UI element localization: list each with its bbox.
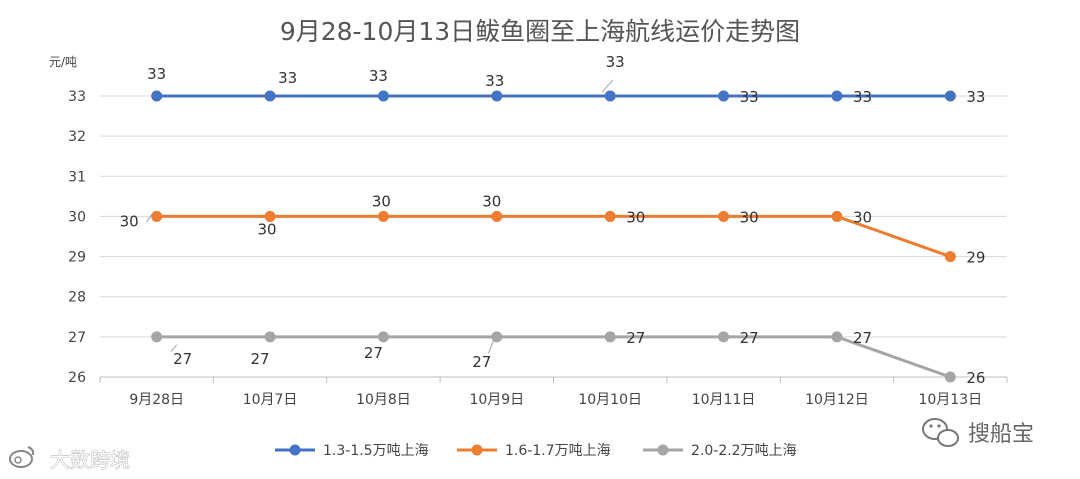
leader-line [146, 214, 153, 223]
legend-label: 2.0-2.2万吨上海 [691, 443, 797, 459]
data-label: 27 [364, 344, 383, 362]
data-point [944, 251, 956, 263]
leader-line [601, 79, 614, 93]
chart-title: 9月28-10月13日鲅鱼圈至上海航线运价走势图 [280, 17, 800, 46]
data-point [944, 371, 956, 383]
leader-line [488, 331, 498, 354]
data-label: 30 [120, 212, 139, 230]
data-point [718, 331, 730, 343]
x-tick-label: 10月13日 [918, 392, 982, 408]
wechat-icon [922, 418, 959, 447]
data-label: 27 [472, 353, 491, 371]
data-point [377, 90, 389, 102]
legend-label: 1.3-1.5万吨上海 [323, 443, 429, 459]
y-tick-label: 33 [68, 89, 86, 105]
data-point [264, 331, 276, 343]
data-point [151, 331, 163, 343]
data-label: 33 [278, 69, 297, 87]
data-label: 30 [626, 208, 645, 226]
legend-marker [471, 444, 483, 456]
legend-item: 2.0-2.2万吨上海 [643, 443, 797, 459]
data-point [264, 210, 276, 222]
data-label: 33 [853, 88, 872, 106]
y-tick-label: 31 [68, 169, 86, 185]
y-axis-ticks: 26 27 28 29 30 31 32 33 [68, 89, 86, 386]
x-tick-label: 9月28日 [129, 392, 184, 408]
data-point [377, 331, 389, 343]
data-point [491, 210, 503, 222]
data-label: 30 [372, 192, 391, 210]
data-label: 33 [369, 67, 388, 85]
data-label: 33 [606, 53, 625, 71]
data-label: 27 [626, 329, 645, 347]
data-point [264, 90, 276, 102]
legend-item: 1.6-1.7万吨上海 [457, 443, 611, 459]
y-tick-label: 29 [68, 250, 86, 266]
data-point [944, 90, 956, 102]
watermark: 大数跨境 [9, 446, 130, 472]
data-label: 33 [147, 65, 166, 83]
data-point [491, 90, 503, 102]
data-point [151, 210, 163, 222]
x-tick-label: 10月11日 [692, 392, 756, 408]
data-label: 30 [482, 192, 501, 210]
legend-item: 1.3-1.5万吨上海 [275, 443, 429, 459]
series-line [155, 214, 952, 259]
data-label: 30 [258, 220, 277, 238]
data-label: 27 [853, 329, 872, 347]
y-axis-unit-label: 元/吨 [49, 55, 77, 69]
brand-name: 搜船宝 [968, 422, 1034, 447]
data-point [377, 210, 389, 222]
brand-logo: 搜船宝 [922, 418, 1034, 447]
x-tick-label: 10月10日 [578, 392, 642, 408]
legend-marker [657, 444, 669, 456]
series-line [155, 335, 952, 379]
data-label: 26 [966, 369, 985, 387]
data-labels: 33 33 33 33 33 33 33 33 30 30 30 30 30 30 30 29 27 27 27 27… [120, 53, 986, 387]
watermark-text: 大数跨境 [50, 448, 130, 472]
data-point [831, 90, 843, 102]
y-tick-label: 30 [68, 209, 86, 225]
data-point [831, 331, 843, 343]
data-label: 33 [966, 88, 985, 106]
x-tick-label: 10月12日 [805, 392, 869, 408]
data-label: 30 [853, 208, 872, 226]
data-label: 30 [740, 208, 759, 226]
data-point [151, 90, 163, 102]
y-tick-label: 27 [68, 330, 86, 346]
legend-label: 1.6-1.7万吨上海 [505, 443, 611, 459]
data-label: 33 [485, 72, 504, 90]
data-label: 27 [173, 350, 192, 368]
data-label: 27 [251, 350, 270, 368]
data-point [831, 210, 843, 222]
data-label: 29 [966, 249, 985, 267]
data-label: 27 [740, 329, 759, 347]
weibo-logo-icon [9, 446, 35, 468]
x-tick-label: 10月8日 [356, 392, 411, 408]
data-label: 33 [740, 88, 759, 106]
data-point [604, 331, 616, 343]
legend-marker [289, 444, 301, 456]
series-1 [151, 90, 956, 102]
data-point [718, 210, 730, 222]
y-tick-label: 28 [68, 290, 86, 306]
y-tick-label: 26 [68, 370, 86, 386]
x-axis-ticks: 9月28日 10月7日 10月8日 10月9日 10月10日 10月11日 10月12日 10… [99, 377, 1008, 408]
leader-line [170, 344, 178, 353]
x-tick-label: 10月9日 [469, 392, 524, 408]
series-3 [151, 331, 956, 383]
data-point [604, 210, 616, 222]
y-tick-label: 32 [68, 129, 86, 145]
x-tick-label: 10月7日 [243, 392, 298, 408]
data-point [718, 90, 730, 102]
data-point [604, 90, 616, 102]
series-2 [151, 210, 956, 263]
series-layer [151, 90, 956, 383]
legend: 1.3-1.5万吨上海 1.6-1.7万吨上海 2.0-2.2万吨上海 [275, 443, 797, 459]
